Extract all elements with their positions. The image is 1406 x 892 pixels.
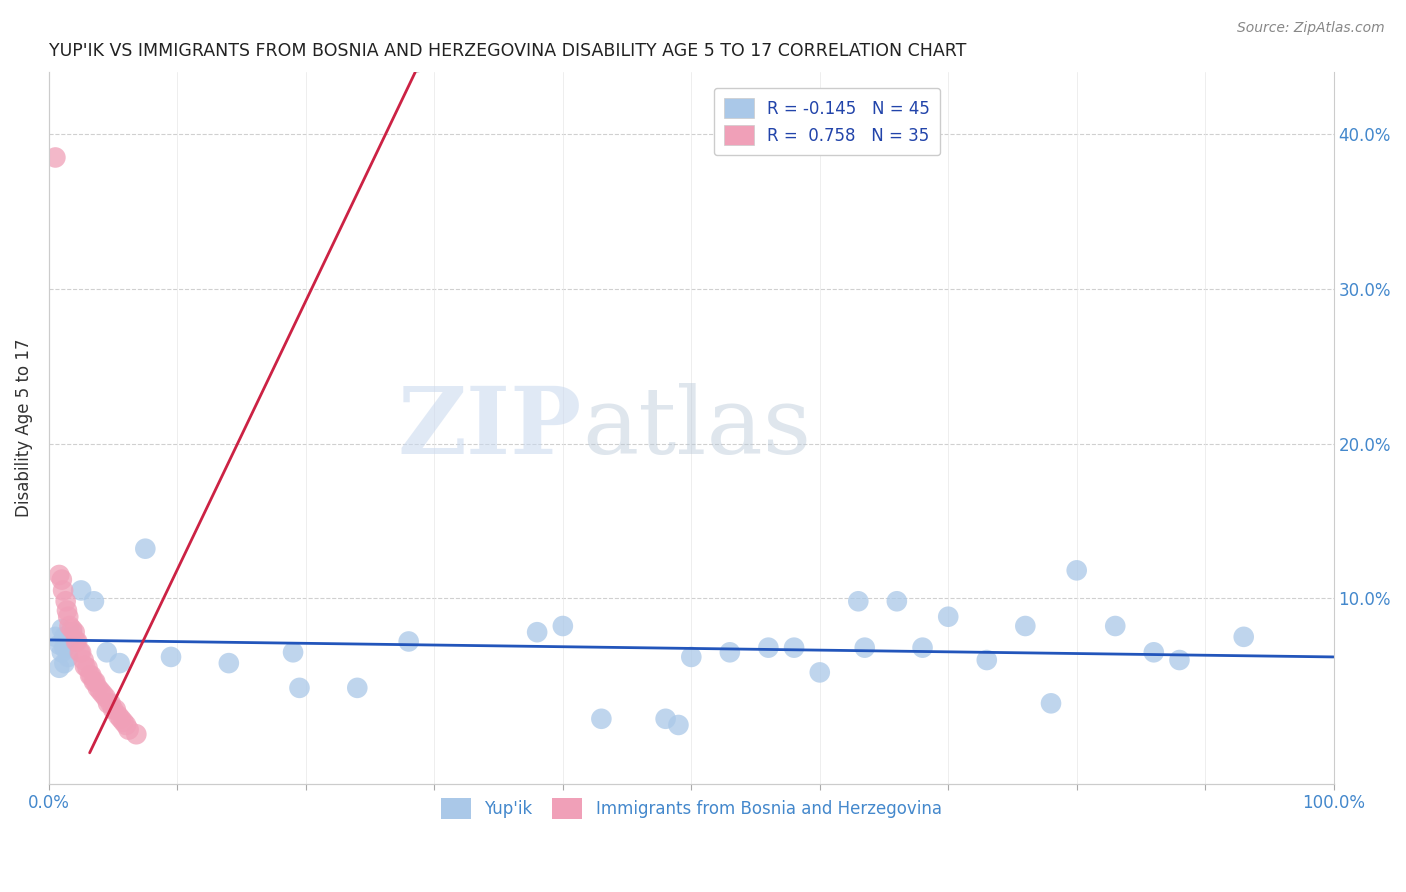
Point	[681, 649, 703, 664]
Point	[886, 594, 908, 608]
Point	[53, 630, 76, 644]
Point	[1168, 653, 1191, 667]
Point	[97, 696, 120, 710]
Point	[56, 603, 79, 617]
Point	[281, 645, 304, 659]
Point	[160, 649, 183, 664]
Point	[346, 681, 368, 695]
Point	[65, 634, 87, 648]
Point	[91, 687, 114, 701]
Point	[1066, 563, 1088, 577]
Point	[70, 645, 93, 659]
Text: YUP'IK VS IMMIGRANTS FROM BOSNIA AND HERZEGOVINA DISABILITY AGE 5 TO 17 CORRELAT: YUP'IK VS IMMIGRANTS FROM BOSNIA AND HER…	[49, 42, 966, 60]
Legend: Yup'ik, Immigrants from Bosnia and Herzegovina: Yup'ik, Immigrants from Bosnia and Herze…	[434, 791, 949, 825]
Point	[783, 640, 806, 655]
Point	[125, 727, 148, 741]
Point	[51, 645, 73, 659]
Point	[60, 625, 83, 640]
Point	[58, 634, 80, 648]
Point	[115, 718, 138, 732]
Point	[1233, 630, 1256, 644]
Point	[668, 718, 690, 732]
Point	[96, 645, 118, 659]
Point	[1014, 619, 1036, 633]
Point	[288, 681, 311, 695]
Point	[100, 696, 122, 710]
Y-axis label: Disability Age 5 to 17: Disability Age 5 to 17	[15, 339, 32, 517]
Point	[911, 640, 934, 655]
Point	[66, 634, 89, 648]
Point	[853, 640, 876, 655]
Text: atlas: atlas	[582, 383, 811, 473]
Point	[110, 712, 132, 726]
Point	[53, 656, 76, 670]
Point	[117, 723, 139, 737]
Point	[48, 661, 70, 675]
Point	[51, 622, 73, 636]
Point	[63, 625, 86, 640]
Point	[89, 684, 111, 698]
Point	[134, 541, 156, 556]
Point	[526, 625, 548, 640]
Point	[936, 609, 959, 624]
Point	[718, 645, 741, 659]
Point	[108, 656, 131, 670]
Point	[51, 573, 73, 587]
Point	[104, 702, 127, 716]
Point	[1040, 696, 1063, 710]
Point	[73, 659, 96, 673]
Point	[976, 653, 998, 667]
Point	[80, 668, 103, 682]
Point	[107, 708, 129, 723]
Point	[103, 702, 125, 716]
Point	[69, 645, 91, 659]
Point	[44, 151, 66, 165]
Text: ZIP: ZIP	[398, 383, 582, 473]
Point	[1104, 619, 1126, 633]
Point	[53, 640, 76, 655]
Point	[70, 583, 93, 598]
Point	[87, 681, 110, 695]
Point	[84, 674, 107, 689]
Point	[48, 568, 70, 582]
Point	[83, 594, 105, 608]
Point	[83, 674, 105, 689]
Point	[758, 640, 780, 655]
Point	[60, 622, 83, 636]
Point	[55, 594, 77, 608]
Point	[218, 656, 240, 670]
Point	[112, 714, 135, 729]
Point	[52, 583, 75, 598]
Point	[94, 690, 117, 705]
Text: Source: ZipAtlas.com: Source: ZipAtlas.com	[1237, 21, 1385, 35]
Point	[846, 594, 869, 608]
Point	[1143, 645, 1166, 659]
Point	[58, 649, 80, 664]
Point	[79, 668, 101, 682]
Point	[654, 712, 676, 726]
Point	[76, 661, 98, 675]
Point	[591, 712, 613, 726]
Point	[44, 630, 66, 644]
Point	[808, 665, 831, 680]
Point	[73, 653, 96, 667]
Point	[48, 638, 70, 652]
Point	[398, 634, 420, 648]
Point	[551, 619, 574, 633]
Point	[58, 609, 80, 624]
Point	[58, 619, 80, 633]
